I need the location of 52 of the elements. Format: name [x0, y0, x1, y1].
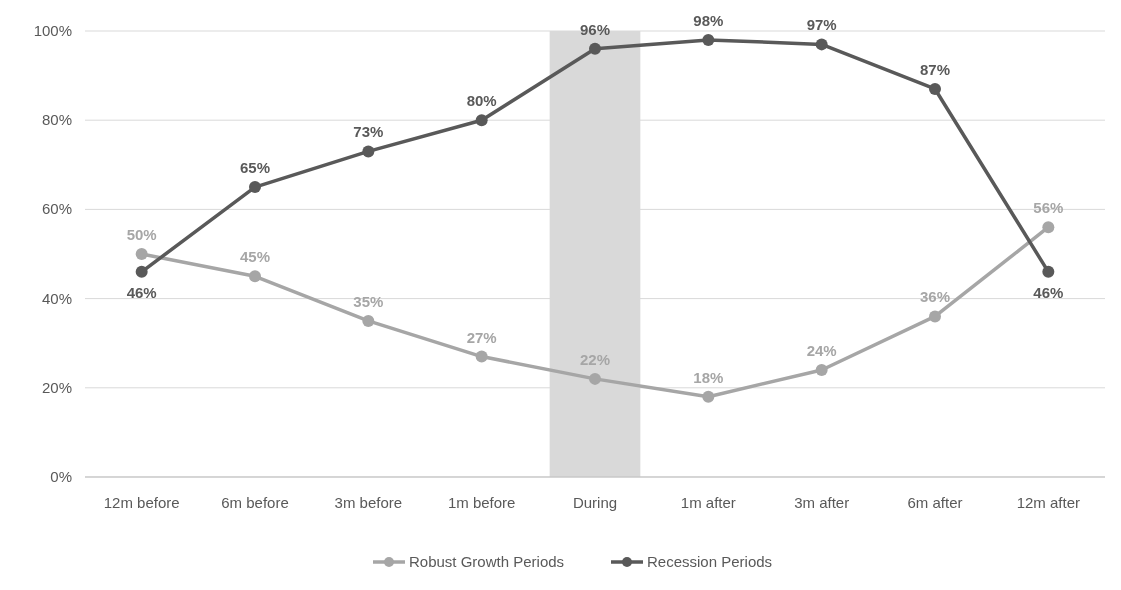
- data-label: 73%: [353, 123, 384, 141]
- x-tick-label: 6m after: [907, 494, 963, 511]
- data-label: 24%: [806, 341, 837, 359]
- data-label: 96%: [579, 20, 611, 38]
- point: [1042, 221, 1055, 234]
- data-label: 50%: [126, 226, 157, 243]
- point: [815, 38, 828, 51]
- data-label: 56%: [1033, 199, 1064, 217]
- point: [135, 265, 148, 278]
- point: [589, 372, 601, 385]
- y-tick-label: 60%: [41, 200, 72, 218]
- y-tick-label: 20%: [41, 378, 72, 396]
- x-tick-label: 3m before: [334, 494, 403, 511]
- data-label: 46%: [126, 283, 157, 301]
- point: [362, 314, 375, 327]
- y-tick-label: 40%: [41, 289, 72, 307]
- point: [929, 310, 941, 323]
- point: [1042, 265, 1055, 278]
- legend-label: Robust Growth Periods: [409, 553, 565, 570]
- data-label: 35%: [353, 292, 384, 310]
- point: [475, 114, 488, 127]
- point: [135, 248, 148, 260]
- x-tick-label: 12m before: [103, 494, 180, 511]
- y-tick-label: 100%: [33, 22, 72, 39]
- data-label: 80%: [466, 92, 497, 110]
- point: [702, 390, 715, 403]
- data-label: 36%: [919, 288, 951, 306]
- y-tick-label: 0%: [50, 468, 72, 485]
- data-label: 46%: [1033, 283, 1064, 301]
- point: [475, 350, 488, 363]
- x-tick-label: During: [572, 494, 618, 511]
- point: [589, 42, 601, 55]
- data-label: 45%: [239, 248, 271, 266]
- x-tick-label: 6m before: [221, 494, 289, 511]
- data-label: 18%: [693, 368, 724, 386]
- point: [249, 270, 261, 283]
- x-tick-label: 1m before: [447, 494, 516, 511]
- x-tick-label: 12m after: [1016, 494, 1081, 511]
- point: [249, 181, 261, 194]
- point: [702, 33, 715, 46]
- point: [815, 363, 828, 376]
- point: [362, 145, 375, 158]
- point: [929, 82, 941, 95]
- data-label: 97%: [806, 16, 837, 34]
- data-label: 27%: [466, 328, 497, 346]
- y-tick-label: 80%: [41, 111, 72, 129]
- data-label: 98%: [693, 11, 724, 29]
- data-label: 65%: [239, 159, 271, 177]
- data-label: 87%: [919, 60, 951, 78]
- x-tick-label: 1m after: [680, 494, 736, 511]
- legend-label: Recession Periods: [647, 553, 773, 570]
- x-tick-label: 3m after: [794, 494, 850, 511]
